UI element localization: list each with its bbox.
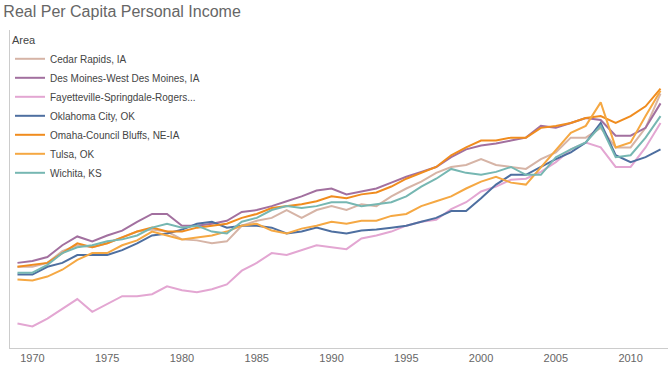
svg-text:1985: 1985 [245, 352, 269, 364]
svg-text:Oklahoma City, OK: Oklahoma City, OK [50, 111, 135, 122]
svg-text:1980: 1980 [170, 352, 194, 364]
svg-text:Cedar Rapids, IA: Cedar Rapids, IA [50, 54, 126, 65]
svg-text:Area: Area [12, 34, 36, 46]
svg-text:Omaha-Council Bluffs, NE-IA: Omaha-Council Bluffs, NE-IA [50, 130, 180, 141]
svg-text:Tulsa, OK: Tulsa, OK [50, 149, 94, 160]
svg-text:2000: 2000 [469, 352, 493, 364]
svg-text:2005: 2005 [544, 352, 568, 364]
svg-text:Fayetteville-Springdale-Rogers: Fayetteville-Springdale-Rogers... [50, 92, 196, 103]
svg-text:1970: 1970 [20, 352, 44, 364]
svg-text:Des Moines-West Des Moines, IA: Des Moines-West Des Moines, IA [50, 73, 200, 84]
svg-text:1995: 1995 [394, 352, 418, 364]
svg-text:1975: 1975 [95, 352, 119, 364]
svg-text:2010: 2010 [618, 352, 642, 364]
svg-text:Real Per Capita Personal Incom: Real Per Capita Personal Income [3, 3, 241, 20]
svg-text:Wichita, KS: Wichita, KS [50, 168, 102, 179]
svg-text:1990: 1990 [319, 352, 343, 364]
